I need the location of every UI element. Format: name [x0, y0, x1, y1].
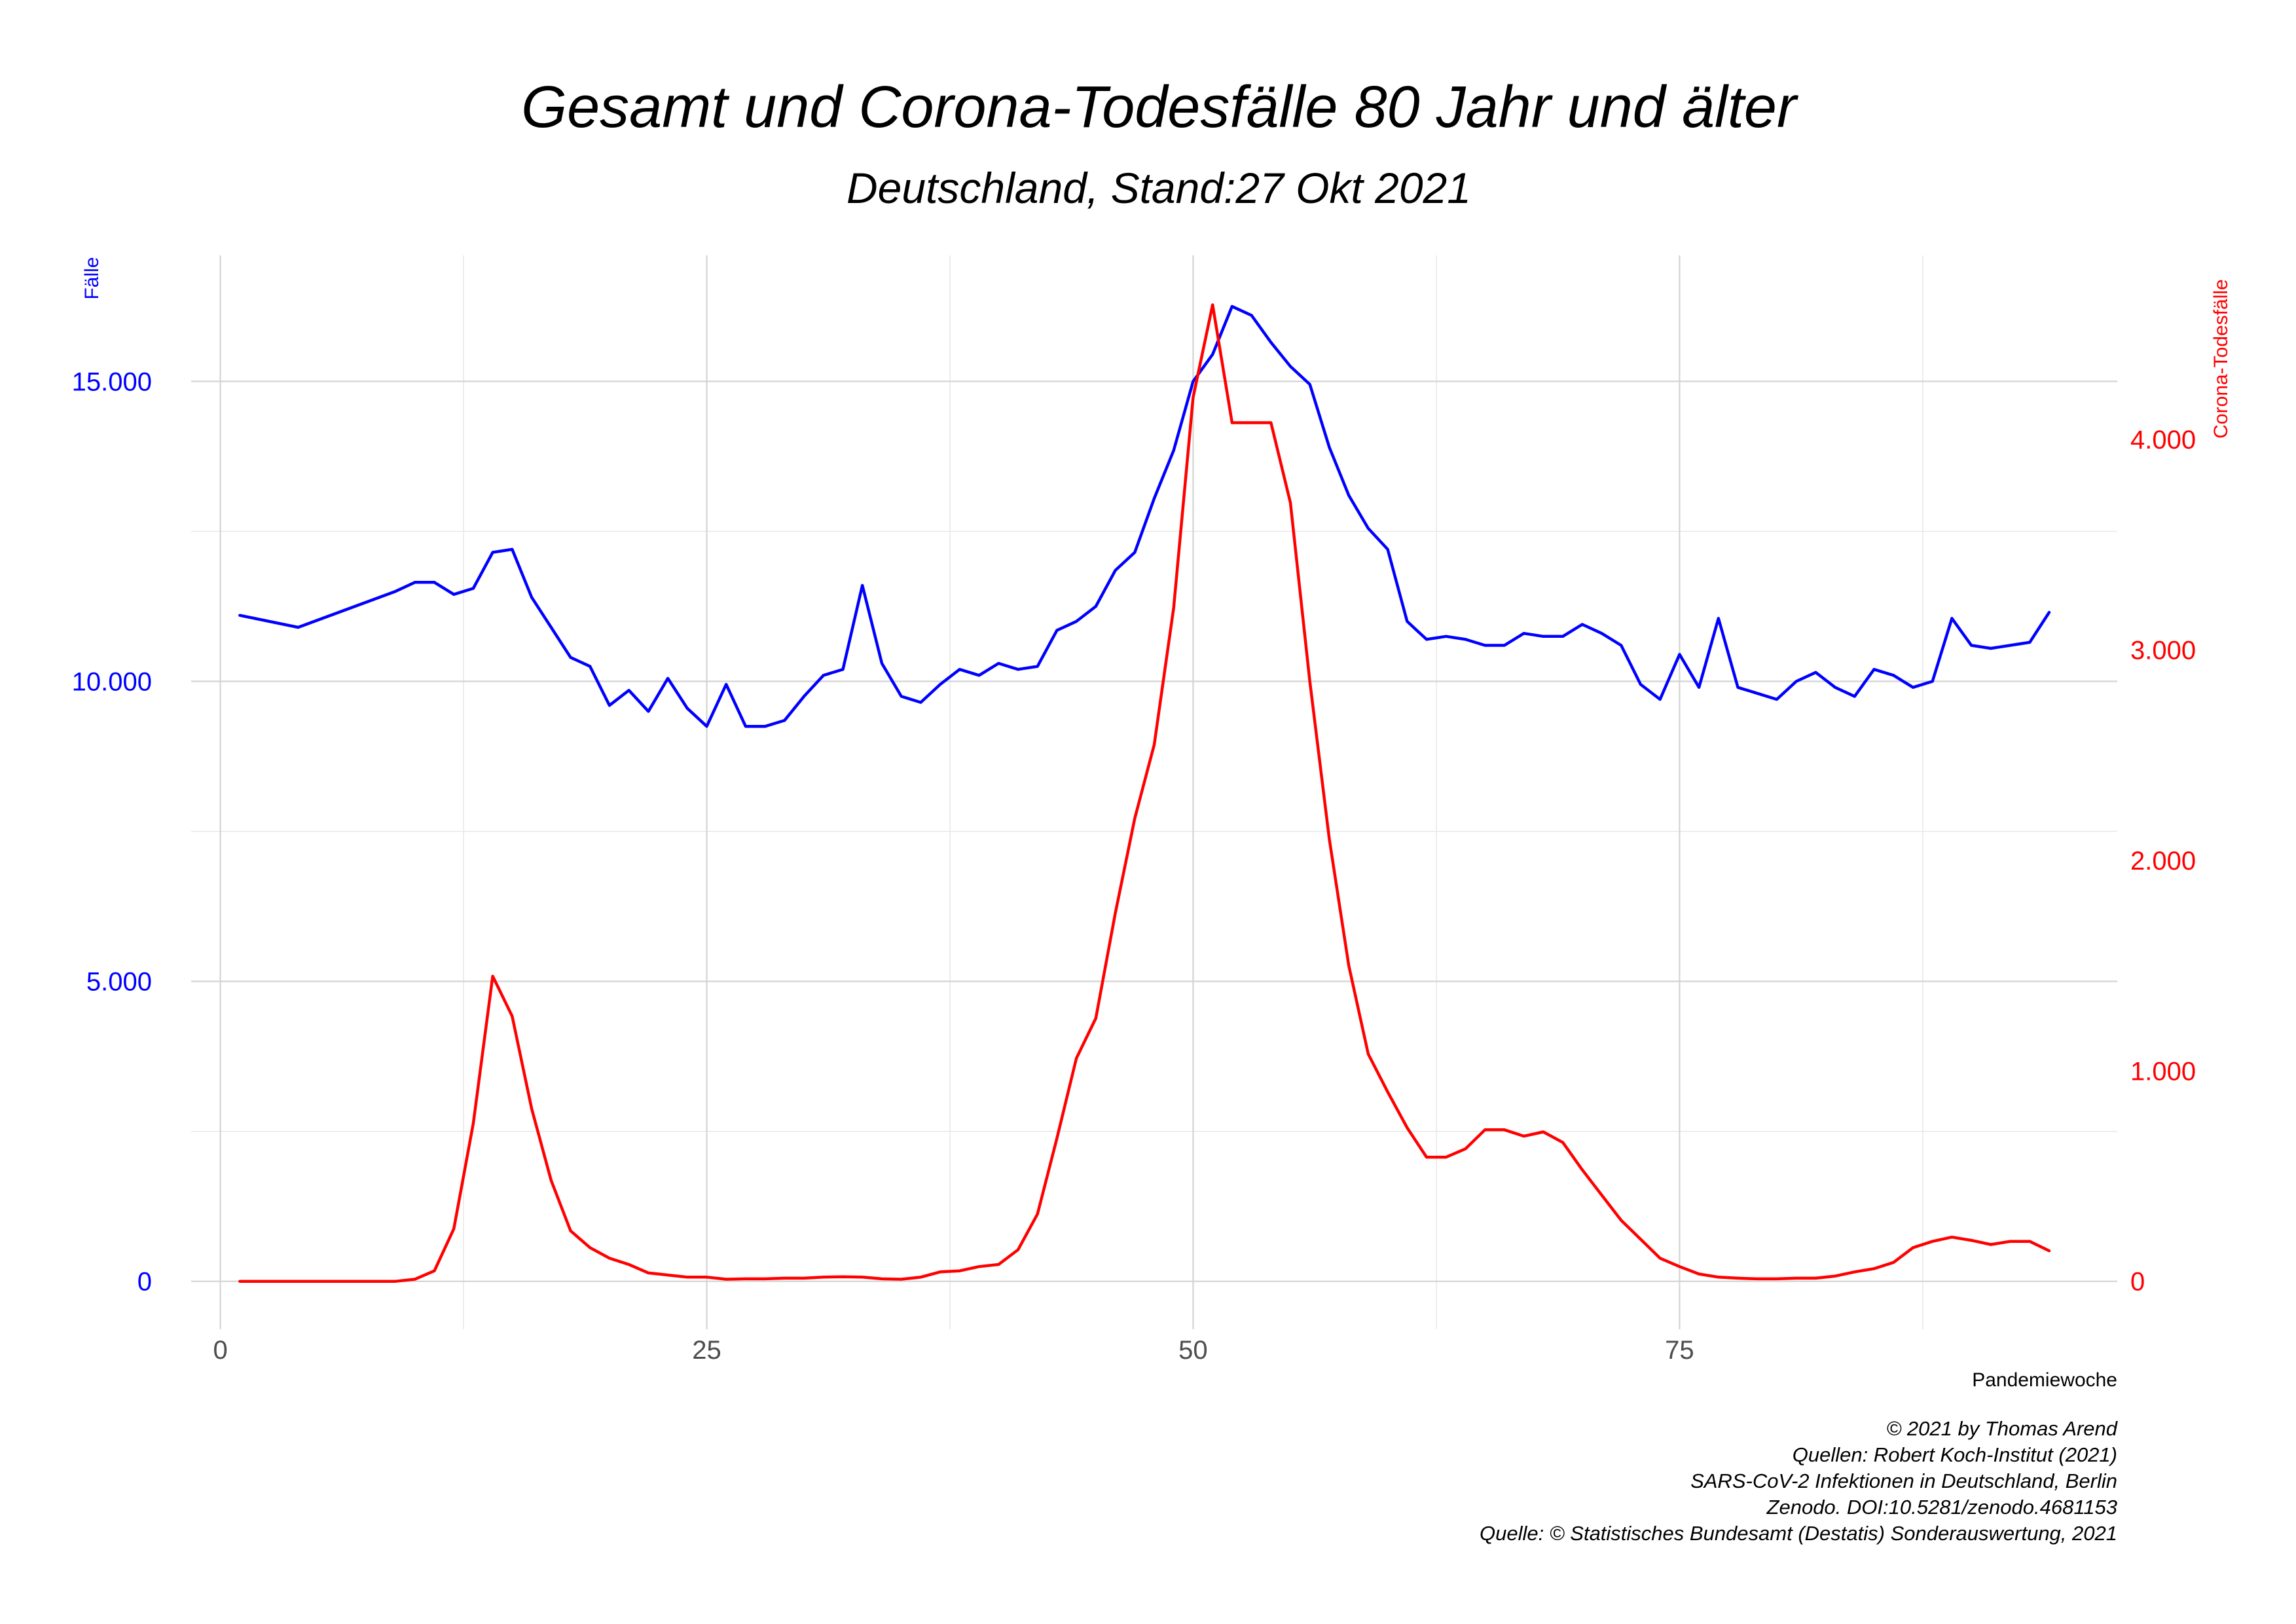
y-right-tick-label: 0: [2130, 1268, 2145, 1297]
caption-line: Zenodo. DOI:10.5281/zenodo.4681153: [1766, 1496, 2117, 1519]
y-left-tick-label: 0: [137, 1268, 152, 1297]
grid: [191, 255, 2117, 1329]
chart-subtitle: Deutschland, Stand:27 Okt 2021: [847, 164, 1471, 212]
corona-deaths-line: [238, 303, 2051, 1283]
x-tick-label: 50: [1178, 1336, 1208, 1365]
y-axis-right-title: Corona-Todesfälle: [2210, 279, 2232, 438]
tick-labels: 0 25 50 75 0 5.000 10.000 15.000 0 1.000 2.000 3.00…: [72, 367, 2196, 1365]
y-right-tick-label: 4.000: [2130, 426, 2196, 454]
y-right-tick-label: 2.000: [2130, 847, 2196, 876]
y-left-tick-label: 5.000: [86, 968, 152, 997]
plot-lines: [238, 303, 2051, 1283]
x-tick-label: 25: [692, 1336, 721, 1365]
caption-line: © 2021 by Thomas Arend: [1886, 1417, 2118, 1440]
y-right-tick-label: 1.000: [2130, 1057, 2196, 1086]
x-axis-title: Pandemiewoche: [1972, 1369, 2117, 1391]
chart-title: Gesamt und Corona-Todesfälle 80 Jahr und…: [521, 75, 1798, 140]
caption-line: Quellen: Robert Koch-Institut (2021): [1793, 1443, 2117, 1466]
y-left-tick-label: 15.000: [72, 367, 152, 396]
y-right-tick-label: 3.000: [2130, 637, 2196, 665]
x-tick-label: 0: [213, 1336, 227, 1365]
caption: © 2021 by Thomas Arend Quellen: Robert K…: [1480, 1417, 2119, 1545]
total-deaths-line: [238, 304, 2051, 728]
y-axis-left-title: Fälle: [81, 257, 103, 299]
caption-line: Quelle: © Statistisches Bundesamt (Desta…: [1480, 1522, 2117, 1545]
caption-line: SARS-CoV-2 Infektionen in Deutschland, B…: [1690, 1469, 2117, 1492]
y-left-tick-label: 10.000: [72, 668, 152, 697]
x-tick-label: 75: [1665, 1336, 1694, 1365]
